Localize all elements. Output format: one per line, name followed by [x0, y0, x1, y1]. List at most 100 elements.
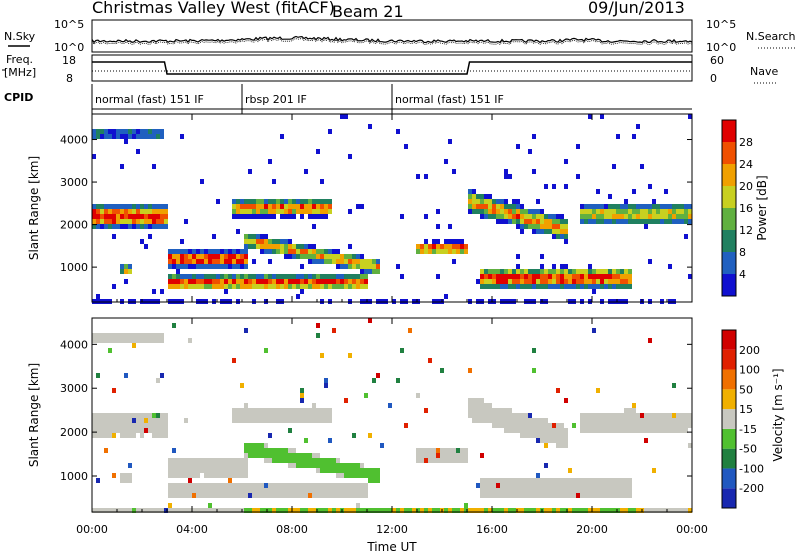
heatmap-cell — [616, 219, 620, 224]
colorbar-tick-label: 16 — [739, 202, 753, 215]
colorbar-tick-label: 8 — [739, 246, 746, 259]
heatmap-cell — [196, 259, 200, 264]
heatmap-cell — [620, 493, 624, 498]
heatmap-cell — [520, 229, 524, 234]
heatmap-cell — [152, 433, 156, 438]
heatmap-cell — [236, 493, 240, 498]
heatmap-cell — [244, 463, 248, 468]
heatmap-cell — [120, 333, 124, 338]
heatmap-cell — [284, 493, 288, 498]
heatmap-cell — [276, 483, 280, 488]
heatmap-cell — [452, 508, 456, 513]
heatmap-cell — [156, 338, 160, 343]
heatmap-cell — [264, 448, 268, 453]
heatmap-cell — [556, 234, 560, 239]
heatmap-cell — [244, 473, 248, 478]
heatmap-cell — [352, 463, 356, 468]
heatmap-cell — [528, 274, 532, 279]
heatmap-cell — [152, 134, 156, 139]
heatmap-cell — [324, 463, 328, 468]
heatmap-cell — [128, 413, 132, 418]
heatmap-cell — [532, 508, 536, 513]
heatmap-cell — [572, 483, 576, 488]
heatmap-cell — [532, 483, 536, 488]
heatmap-cell — [468, 209, 472, 214]
heatmap-cell — [352, 483, 356, 488]
heatmap-cell — [292, 204, 296, 209]
heatmap-cell — [624, 408, 628, 413]
heatmap-cell — [564, 488, 568, 493]
heatmap-cell — [628, 279, 632, 284]
heatmap-cell — [564, 264, 568, 269]
heatmap-cell — [232, 249, 236, 254]
heatmap-cell — [200, 179, 204, 184]
heatmap-cell — [252, 418, 256, 423]
heatmap-cell — [232, 279, 236, 284]
heatmap-cell — [604, 219, 608, 224]
heatmap-cell — [432, 453, 436, 458]
heatmap-cell — [640, 204, 644, 209]
heatmap-cell — [680, 209, 684, 214]
heatmap-cell — [112, 428, 116, 433]
heatmap-cell — [92, 433, 96, 438]
heatmap-cell — [516, 284, 520, 289]
heatmap-cell — [228, 264, 232, 269]
heatmap-cell — [604, 209, 608, 214]
heatmap-cell — [664, 508, 668, 513]
heatmap-cell — [580, 478, 584, 483]
heatmap-cell — [132, 214, 136, 219]
heatmap-cell — [684, 413, 688, 418]
heatmap-cell — [484, 194, 488, 199]
heatmap-cell — [624, 413, 628, 418]
heatmap-cell — [240, 264, 244, 269]
heatmap-cell — [276, 508, 280, 513]
heatmap-cell — [340, 468, 344, 473]
power-ylabel: Slant Range [km] — [27, 156, 41, 260]
heatmap-cell — [620, 204, 624, 209]
heatmap-cell — [324, 279, 328, 284]
heatmap-cell — [616, 508, 620, 513]
heatmap-cell — [252, 234, 256, 239]
heatmap-cell — [648, 423, 652, 428]
heatmap-cell — [524, 274, 528, 279]
heatmap-cell — [120, 129, 124, 134]
heatmap-cell — [136, 224, 140, 229]
heatmap-cell — [644, 438, 648, 443]
heatmap-cell — [196, 284, 200, 289]
heatmap-cell — [300, 274, 304, 279]
velocity-heatmap-cells — [92, 318, 692, 513]
heatmap-cell — [420, 249, 424, 254]
heatmap-cell — [496, 483, 500, 488]
heatmap-cell — [300, 458, 304, 463]
heatmap-cell — [108, 338, 112, 343]
heatmap-cell — [560, 493, 564, 498]
heatmap-cell — [668, 214, 672, 219]
heatmap-cell — [596, 428, 600, 433]
heatmap-cell — [512, 493, 516, 498]
heatmap-cell — [320, 508, 324, 513]
heatmap-cell — [472, 403, 476, 408]
heatmap-cell — [280, 249, 284, 254]
heatmap-cell — [548, 229, 552, 234]
heatmap-cell — [436, 448, 440, 453]
heatmap-cell — [520, 214, 524, 219]
heatmap-cell — [308, 204, 312, 209]
heatmap-cell — [228, 279, 232, 284]
heatmap-cell — [452, 448, 456, 453]
heatmap-cell — [164, 423, 168, 428]
heatmap-cell — [304, 458, 308, 463]
heatmap-cell — [488, 209, 492, 214]
heatmap-cell — [660, 204, 664, 209]
heatmap-cell — [600, 114, 604, 119]
heatmap-cell — [560, 219, 564, 224]
heatmap-cell — [548, 279, 552, 284]
heatmap-cell — [452, 458, 456, 463]
heatmap-cell — [476, 194, 480, 199]
heatmap-cell — [308, 493, 312, 498]
heatmap-cell — [540, 229, 544, 234]
heatmap-cell — [452, 249, 456, 254]
heatmap-cell — [108, 209, 112, 214]
heatmap-cell — [144, 134, 148, 139]
heatmap-cell — [120, 428, 124, 433]
heatmap-cell — [480, 199, 484, 204]
